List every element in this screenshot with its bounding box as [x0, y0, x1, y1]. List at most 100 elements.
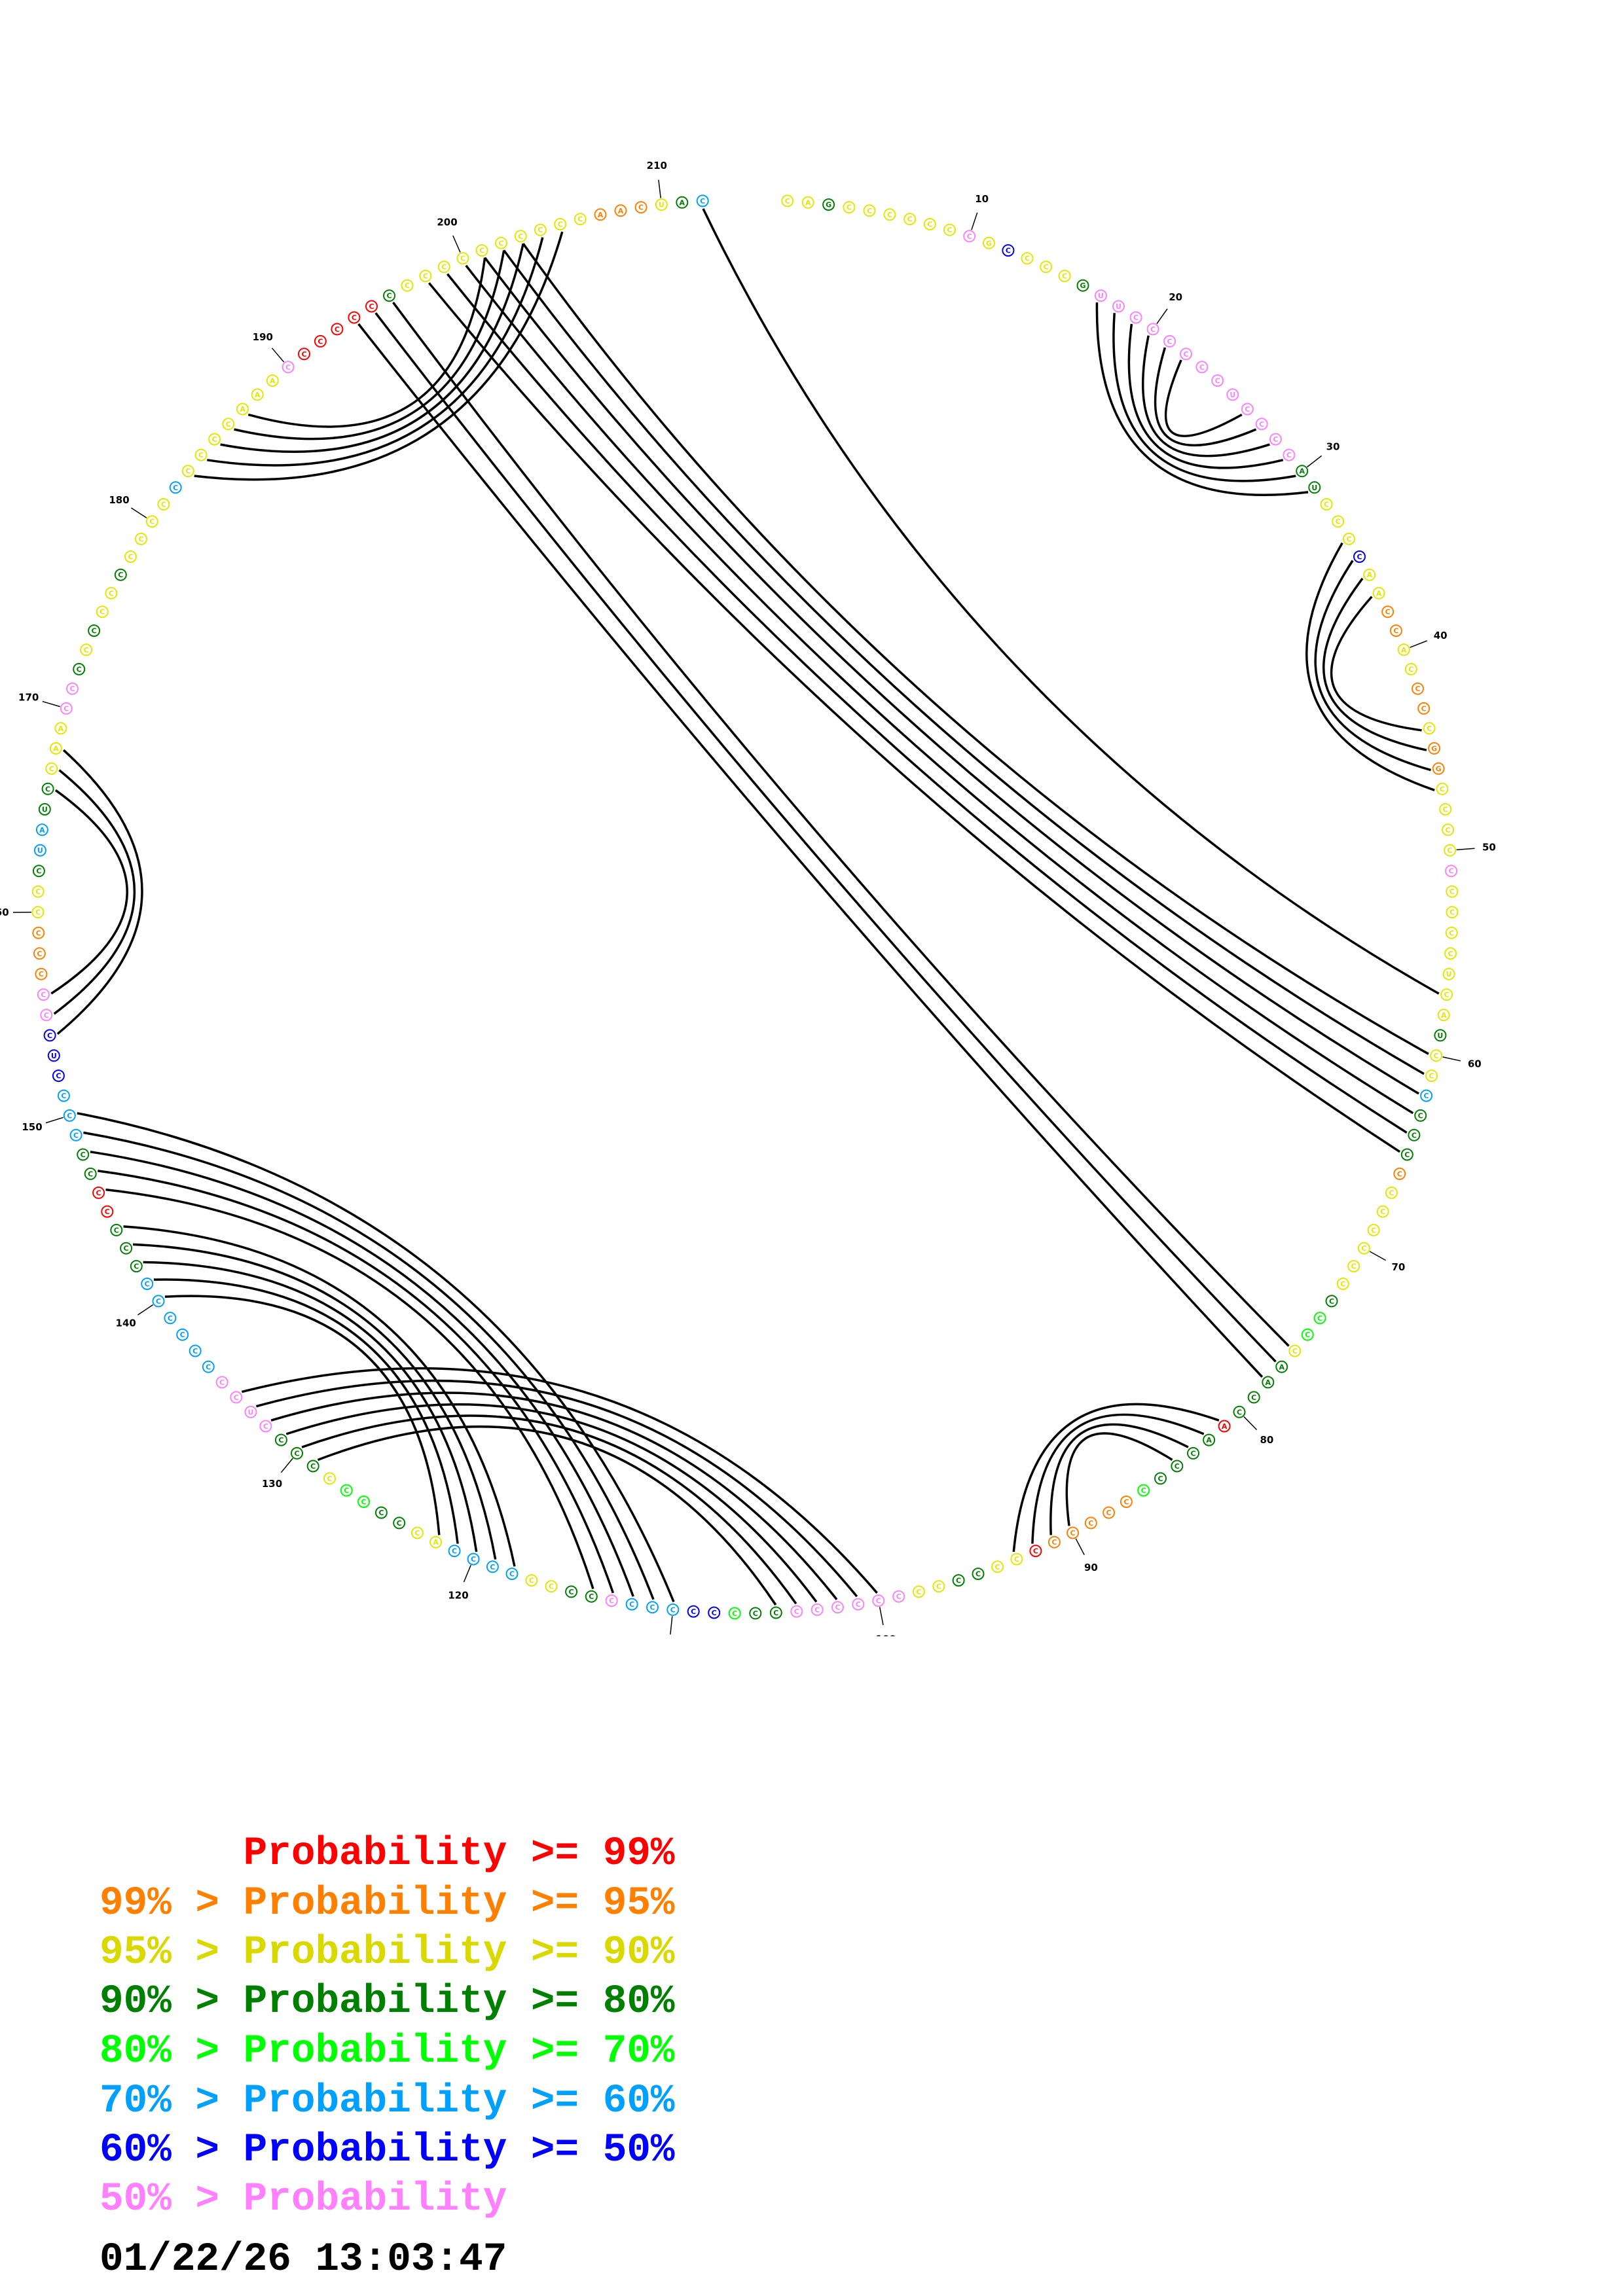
tick-label: 130 [262, 1478, 282, 1490]
base-pair-arc [1305, 542, 1435, 791]
base-pair-arc [241, 1367, 878, 1594]
nucleotide-marker [298, 348, 310, 361]
nucleotide-marker [1385, 1186, 1398, 1199]
nucleotide-marker [1400, 1148, 1413, 1161]
nucleotide-letter: C [100, 608, 105, 617]
nucleotide-marker [1171, 1460, 1184, 1473]
nucleotide-letter: C [124, 1244, 129, 1253]
base-pair-arc [53, 769, 136, 1015]
nucleotide-marker [1367, 1223, 1380, 1236]
nucleotide-letter: A [255, 391, 261, 399]
nucleotide-letter: C [1408, 665, 1413, 673]
nucleotide-letter: C [712, 1609, 717, 1617]
tick-label: 200 [437, 217, 457, 228]
nucleotide-letter: C [1340, 1280, 1345, 1289]
tick-mark [1410, 640, 1427, 648]
nucleotide-letter: C [956, 1577, 961, 1585]
nucleotide-marker [634, 201, 647, 214]
nucleotide-letter: C [558, 221, 563, 229]
nucleotide-letter: C [1324, 501, 1329, 509]
base-pair-arc [1330, 596, 1422, 732]
tick-mark [271, 348, 285, 363]
nucleotide-letter: C [1006, 247, 1011, 255]
nucleotide-marker [1308, 481, 1321, 494]
nucleotide-letter: C [1273, 435, 1278, 444]
nucleotide-marker [646, 1601, 659, 1614]
nucleotide-letter: C [1446, 826, 1451, 834]
nucleotide-letter: A [1206, 1436, 1212, 1444]
base-pair-arc [1065, 1432, 1173, 1526]
nucleotide-letter: C [1371, 1226, 1376, 1234]
legend-entry: 70% > Probability >= 60% [100, 2079, 675, 2124]
base-pair-arc [1314, 560, 1431, 772]
nucleotide-letter: U [1230, 391, 1235, 399]
nucleotide-letter: C [134, 1263, 139, 1271]
nucleotide-letter: C [145, 1280, 150, 1289]
base-pair-arc [317, 1425, 777, 1605]
nucleotide-marker [1076, 279, 1089, 292]
nucleotide-letter: C [1292, 1347, 1298, 1355]
nucleotide-letter: G [986, 239, 992, 247]
tick-label: 190 [253, 331, 273, 343]
nucleotide-marker [1353, 550, 1366, 563]
nucleotide-marker [1376, 1205, 1389, 1218]
nucleotide-letter: C [460, 255, 465, 263]
nucleotide-letter: C [352, 314, 357, 322]
nucleotide-marker [505, 1568, 519, 1581]
nucleotide-letter: C [1448, 846, 1453, 855]
nucleotide-letter: C [1259, 420, 1264, 429]
nucleotide-marker [1084, 1516, 1097, 1530]
nucleotide-marker [35, 967, 48, 980]
nucleotide-marker [1445, 926, 1458, 939]
nucleotide-marker [475, 244, 488, 257]
nucleotide-marker [1343, 532, 1355, 545]
nucleotide-letter: C [161, 501, 166, 509]
nucleotide-letter: C [589, 1592, 594, 1601]
nucleotide-marker [923, 218, 936, 230]
nucleotide-letter: G [826, 201, 831, 209]
nucleotide-marker [1408, 1128, 1421, 1141]
nucleotide-marker [952, 1574, 965, 1587]
nucleotide-letter: C [1449, 929, 1454, 937]
nucleotide-letter: C [138, 535, 143, 543]
nucleotide-letter: C [1044, 263, 1049, 272]
nucleotide-marker [708, 1606, 721, 1619]
nucleotide-letter: C [1251, 1393, 1256, 1402]
nucleotide-letter: A [618, 207, 624, 215]
tick-label: 80 [1260, 1434, 1273, 1446]
nucleotide-letter: C [1429, 1072, 1434, 1081]
nucleotide-letter: C [168, 1314, 173, 1323]
nucleotide-marker [1021, 252, 1034, 265]
nucleotide-letter: C [109, 589, 114, 598]
base-pair-arc [392, 302, 1290, 1347]
nucleotide-marker [38, 803, 51, 816]
nucleotide-marker [495, 236, 507, 249]
nucleotide-letter: U [1446, 970, 1452, 978]
nucleotide-marker [1414, 1109, 1427, 1122]
nucleotide-letter: C [471, 1555, 476, 1564]
nucleotide-marker [54, 722, 67, 735]
nucleotide-marker [625, 1598, 638, 1611]
nucleotide-letter: C [577, 215, 583, 224]
nucleotide-letter: C [794, 1607, 799, 1616]
nucleotide-marker [525, 1574, 538, 1587]
nucleotide-marker [565, 1585, 578, 1598]
nucleotide-marker [1275, 1360, 1288, 1373]
nucleotide-letter: C [1412, 1131, 1417, 1139]
nucleotide-marker [892, 1590, 905, 1603]
nucleotide-marker [1425, 1069, 1438, 1083]
nucleotide-marker [1423, 722, 1436, 735]
nucleotide-marker [1154, 1472, 1167, 1485]
nucleotide-letter: C [785, 197, 790, 206]
nucleotide-marker [63, 1109, 76, 1122]
nucleotide-marker [176, 1328, 189, 1341]
legend-entry: 90% > Probability >= 80% [100, 1979, 675, 2024]
nucleotide-letter: A [39, 826, 45, 834]
nucleotide-marker [883, 208, 896, 221]
nucleotide-letter: C [1088, 1519, 1093, 1528]
nucleotide-marker [96, 605, 109, 619]
nucleotide-marker [57, 1089, 70, 1102]
nucleotide-marker [1412, 682, 1424, 695]
nucleotide-letter: C [1215, 377, 1220, 386]
nucleotide-letter: C [1183, 350, 1188, 359]
